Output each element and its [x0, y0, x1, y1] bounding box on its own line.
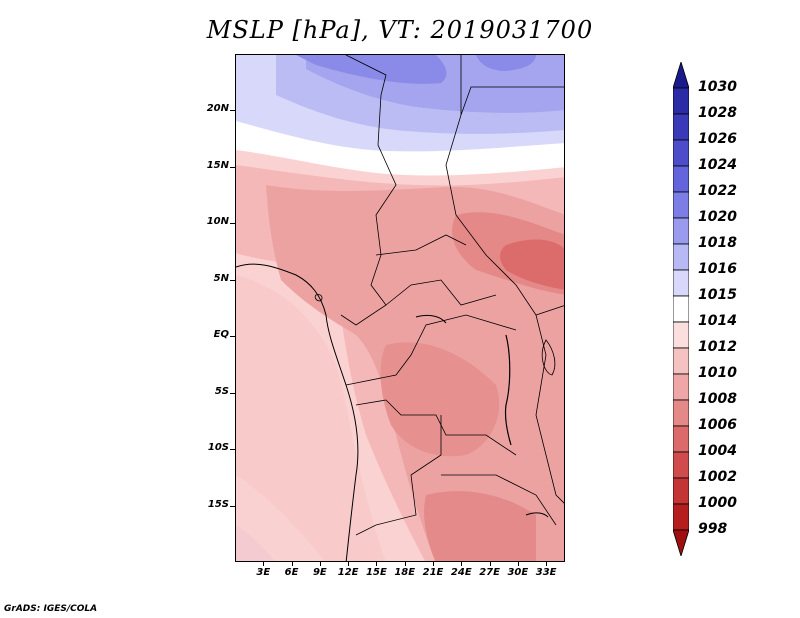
colorbar-label: 1015: [698, 287, 737, 303]
lat-tick-mark: [230, 505, 235, 507]
lon-tick-mark: [291, 562, 293, 566]
pressure-map: [235, 54, 565, 562]
colorbar-segment: [673, 295, 689, 323]
colorbar-segment: [673, 529, 689, 556]
lon-tick-label: 33E: [535, 567, 557, 578]
colorbar-label: 1000: [698, 495, 737, 511]
colorbar-segment: [673, 191, 689, 219]
lon-tick-mark: [404, 562, 406, 566]
colorbar-segment: [673, 347, 689, 375]
lon-tick-label: 27E: [479, 567, 500, 578]
map-title: MSLP [hPa], VT: 2019031700: [206, 16, 594, 44]
colorbar-segment: [673, 139, 689, 167]
pressure-field: [236, 55, 564, 561]
colorbar-label: 1006: [698, 417, 737, 433]
lon-tick-mark: [517, 562, 519, 566]
colorbar-label: 1026: [698, 131, 737, 147]
lat-tick-label: 15N: [206, 159, 229, 171]
lon-tick-mark: [348, 562, 350, 566]
lon-tick-label: 30E: [507, 567, 529, 578]
colorbar-segment: [673, 477, 689, 505]
colorbar-segment: [673, 165, 689, 193]
lat-tick-mark: [230, 449, 235, 451]
lat-tick-mark: [230, 392, 235, 394]
lon-tick-label: 12E: [337, 567, 359, 578]
lat-tick-mark: [230, 279, 235, 281]
lon-tick-label: 6E: [284, 567, 299, 578]
grads-credit: GrADS: IGES/COLA: [4, 604, 98, 614]
colorbar-label: 998: [698, 521, 728, 537]
colorbar-segment: [673, 399, 689, 427]
colorbar-label: 1022: [698, 183, 737, 199]
colorbar-segment: [673, 243, 689, 271]
colorbar-label: 1012: [698, 339, 737, 355]
lon-tick-mark: [461, 562, 463, 566]
lat-tick-label: EQ: [213, 329, 229, 341]
colorbar-segment: [673, 425, 689, 453]
lon-tick-mark: [376, 562, 378, 566]
colorbar-label: 1016: [698, 261, 737, 277]
lat-tick-mark: [230, 110, 235, 112]
colorbar: [673, 62, 689, 556]
lat-tick-label: 10N: [206, 216, 229, 228]
colorbar-segment: [673, 503, 689, 531]
lon-tick-label: 24E: [450, 567, 472, 578]
colorbar-label: 1014: [698, 313, 737, 329]
lon-tick-label: 21E: [422, 567, 444, 578]
lon-tick-label: 9E: [312, 567, 327, 578]
colorbar-segment: [673, 269, 689, 297]
colorbar-label: 1010: [698, 365, 737, 381]
lon-tick-label: 3E: [256, 567, 271, 578]
lat-tick-label: 10S: [207, 442, 229, 454]
colorbar-segment: [673, 373, 689, 401]
lon-tick-label: 15E: [366, 567, 387, 578]
lat-tick-label: 5S: [214, 385, 229, 397]
lon-tick-mark: [433, 562, 434, 566]
lat-tick-mark: [230, 223, 235, 225]
colorbar-label: 1024: [698, 157, 737, 173]
lon-tick-mark: [263, 562, 265, 566]
colorbar-segment: [673, 87, 689, 115]
colorbar-segment: [673, 62, 689, 89]
lat-tick-mark: [230, 166, 235, 168]
colorbar-label: 1002: [698, 469, 737, 485]
lon-tick-mark: [489, 562, 491, 566]
lon-tick-mark: [319, 562, 321, 566]
lon-tick-mark: [546, 562, 548, 566]
colorbar-label: 1030: [698, 79, 737, 95]
lat-tick-label: 5N: [213, 272, 229, 284]
colorbar-label: 1008: [698, 391, 737, 407]
colorbar-segment: [673, 451, 689, 479]
colorbar-label: 1018: [698, 235, 737, 251]
colorbar-label: 1028: [698, 105, 737, 121]
lat-tick-label: 15S: [207, 498, 229, 510]
colorbar-label: 1004: [698, 443, 737, 459]
lat-tick-mark: [230, 336, 235, 338]
colorbar-segment: [673, 113, 689, 141]
lon-tick-label: 18E: [394, 567, 416, 578]
colorbar-segment: [673, 217, 689, 245]
colorbar-label: 1020: [698, 209, 737, 225]
colorbar-segment: [673, 321, 689, 349]
lat-tick-label: 20N: [206, 103, 229, 115]
